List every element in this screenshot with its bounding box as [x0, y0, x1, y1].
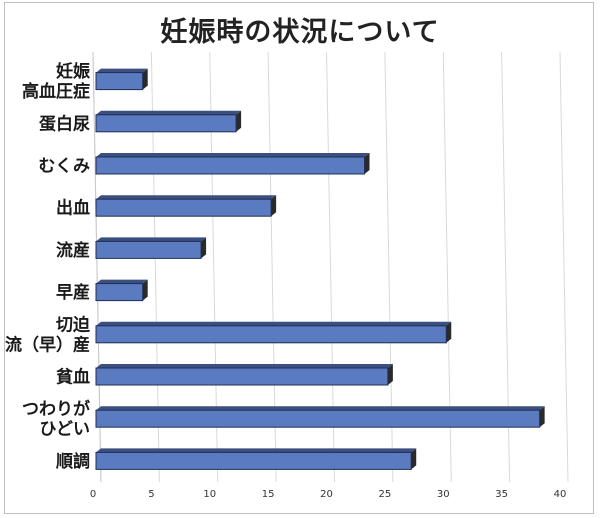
bar-front: [95, 283, 144, 302]
bar-side: [446, 321, 452, 343]
category-label: 流産: [56, 240, 90, 261]
x-tick-label: 30: [437, 489, 450, 500]
category-label: 出血: [56, 198, 90, 219]
x-tick-label: 15: [262, 489, 275, 500]
bar-top: [96, 279, 148, 284]
bar-top: [96, 237, 207, 242]
bar-top: [96, 110, 242, 115]
x-tick-label: 35: [495, 489, 508, 500]
bar: [95, 406, 545, 428]
x-tick-label: 40: [554, 489, 567, 500]
bar-front: [95, 409, 541, 428]
x-tick-label: 0: [90, 489, 96, 500]
x-tick-label: 25: [379, 489, 392, 500]
x-tick-label: 10: [203, 489, 216, 500]
bar: [95, 110, 242, 133]
bar-top: [96, 195, 277, 200]
bar-top: [96, 153, 370, 157]
bar: [95, 321, 452, 344]
category-label: 貧血: [56, 367, 90, 388]
bar-front: [95, 240, 202, 259]
bar-top: [96, 448, 417, 453]
category-label: 順調: [56, 451, 90, 472]
bar: [95, 153, 370, 175]
bar-top: [96, 321, 452, 326]
gridline: [559, 51, 569, 483]
bar-side: [387, 364, 393, 385]
bar-top: [96, 68, 148, 73]
bar-side: [142, 68, 148, 90]
bar-top: [96, 406, 545, 411]
x-tick-labels: 0 5 10 15 20 25 30 35 40: [90, 489, 567, 500]
bar-front: [95, 451, 412, 470]
bar-side: [271, 195, 277, 217]
bar: [95, 68, 148, 91]
bar: [95, 364, 393, 386]
bar-front: [95, 72, 144, 91]
bar-front: [95, 114, 237, 133]
bar-top: [96, 364, 393, 368]
category-label: つわりがひどい: [22, 399, 90, 440]
category-label: むくみ: [38, 157, 90, 177]
category-label: 早産: [56, 282, 90, 303]
bar-side: [364, 153, 370, 174]
bar: [95, 237, 207, 259]
bar-side: [411, 448, 417, 470]
bar-side: [142, 279, 148, 301]
bar-side: [201, 237, 207, 259]
bars: [95, 68, 545, 470]
bar-front: [95, 156, 366, 175]
bar-front: [95, 325, 447, 344]
bar: [95, 448, 417, 470]
bar-front: [95, 198, 272, 217]
bar: [95, 279, 148, 302]
bar-side: [236, 110, 242, 132]
bar: [95, 195, 277, 217]
bar-front: [95, 367, 389, 386]
category-label: 蛋白尿: [39, 113, 90, 134]
x-tick-label: 20: [320, 489, 333, 500]
x-tick-label: 5: [148, 489, 154, 500]
category-label: 妊娠高血圧症: [22, 61, 91, 102]
category-label: 切迫流（早）産: [5, 314, 91, 355]
bar-side: [539, 406, 545, 428]
chart-title: 妊娠時の状況について: [160, 17, 440, 48]
